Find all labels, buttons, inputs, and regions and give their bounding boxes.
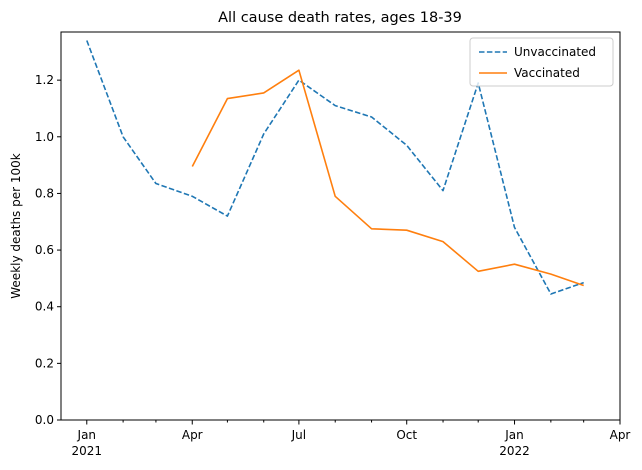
axes: 0.0 0.2 0.4 0.6 0.8 1.0 1.2 Jan 2021 Apr Jul Oct Jan… [35, 73, 631, 458]
y-tick-label: 0.0 [35, 413, 54, 427]
x-tick-year-label: 2022 [499, 444, 530, 458]
x-tick-label: Oct [396, 428, 417, 442]
y-tick-label: 0.4 [35, 300, 54, 314]
x-tick-label: Jan [77, 428, 97, 442]
x-tick-label: Apr [610, 428, 631, 442]
chart-title: All cause death rates, ages 18-39 [218, 10, 462, 26]
legend: Unvaccinated Vaccinated [469, 37, 614, 87]
series-line-vaccinated [191, 69, 584, 287]
y-tick-label: 0.6 [35, 243, 54, 257]
plot-area [86, 40, 584, 295]
x-tick-label: Apr [182, 428, 203, 442]
x-tick-year-label: 2021 [72, 444, 103, 458]
legend-box [469, 37, 614, 87]
legend-label-vaccinated: Vaccinated [514, 66, 580, 80]
x-tick-label: Jan [504, 428, 524, 442]
legend-label-unvaccinated: Unvaccinated [514, 45, 596, 59]
plot-frame [60, 31, 621, 421]
y-tick-label: 1.2 [35, 73, 54, 87]
x-tick-label: Jul [291, 428, 306, 442]
y-tick-label: 0.2 [35, 356, 54, 370]
y-axis-label: Weekly deaths per 100k [9, 153, 23, 299]
y-tick-label: 1.0 [35, 130, 54, 144]
y-tick-label: 0.8 [35, 186, 54, 200]
